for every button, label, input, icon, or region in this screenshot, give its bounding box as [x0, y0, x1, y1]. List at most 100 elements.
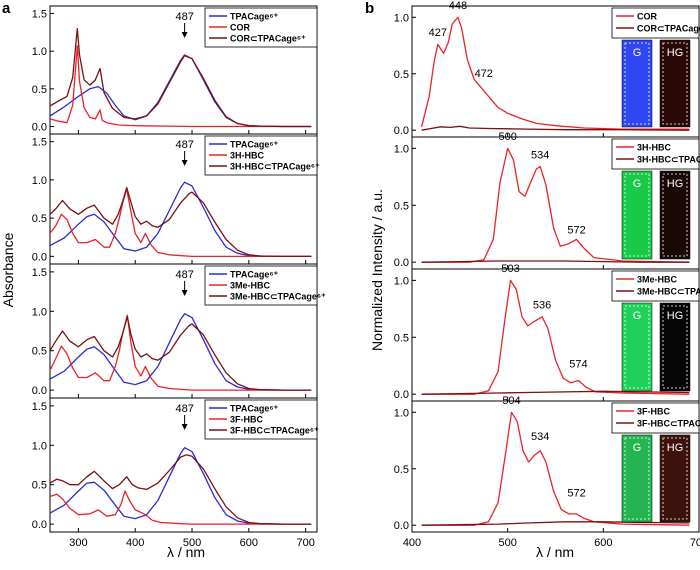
- y-tick-label: 1.0: [394, 407, 409, 419]
- legend-label: 3Me-HBC: [230, 281, 271, 291]
- legend-label: TPACage⁶⁺: [230, 270, 278, 280]
- peak-label: 534: [531, 149, 549, 161]
- legend-label: COR: [637, 12, 658, 22]
- peak-arrow-head: [181, 160, 188, 166]
- y-tick-label: 0.5: [394, 464, 409, 476]
- legend-label: TPACage⁶⁺: [230, 404, 278, 414]
- x-tick-label: 700: [296, 537, 314, 549]
- peak-arrow-head: [181, 32, 188, 38]
- series-line-complex: [421, 260, 690, 263]
- series-line-guest: [49, 490, 312, 525]
- vial-label: HG: [667, 178, 684, 190]
- panel-a-letter: a: [2, 0, 11, 17]
- x-tick-label: 600: [240, 537, 258, 549]
- panel-b3: 0.0 0.5 1.0 503 536 574 3Me-HBC 3Me-HBC⊂TPACage…: [394, 263, 700, 402]
- y-tick-label: 1.0: [32, 306, 47, 318]
- series-line-guest: [49, 188, 312, 258]
- vial-label: G: [633, 442, 642, 454]
- x-tick-label: 500: [498, 537, 516, 549]
- panel-b4: 0.0 0.5 1.0 400 500 600 700 504 534 572 3F-HBC 3F-H…: [394, 395, 700, 549]
- series-line-guest: [421, 411, 690, 526]
- peak-label: 448: [449, 0, 467, 12]
- series-line-complex: [421, 390, 690, 395]
- series-line-guest: [421, 279, 690, 395]
- vial-outline: [624, 437, 650, 520]
- y-tick-label: 1.0: [32, 46, 47, 58]
- peak-annotation-label: 487: [175, 269, 193, 281]
- plot-frame: [411, 400, 700, 533]
- vial-label: HG: [667, 310, 684, 322]
- panel-a2: 0.0 0.5 1.0 1.5 487 TPACage⁶⁺3H-HBC3H-HBC⊂TPA…: [32, 133, 320, 265]
- vial-label: G: [633, 47, 642, 59]
- series-line-guest: [49, 314, 312, 391]
- y-tick-label: 1.0: [394, 275, 409, 287]
- y-tick-label: 0.5: [394, 332, 409, 344]
- y-tick-label: 1.5: [32, 267, 47, 279]
- vial-label: HG: [667, 47, 684, 59]
- legend-box: [611, 138, 700, 170]
- y-tick-label: 1.0: [32, 440, 47, 452]
- panel-b1: 0.0 0.5 1.0 427 448 472 COR COR⊂TPACage⁶⁺ G HG Nor…: [369, 0, 700, 560]
- legend-label: 3H-HBC: [230, 151, 265, 161]
- legend-label: TPACage⁶⁺: [230, 140, 278, 150]
- vial-photo: [621, 170, 653, 260]
- x-axis-title: λ / nm: [167, 544, 205, 560]
- y-tick-label: 0.5: [32, 84, 47, 96]
- peak-arrow-head: [181, 424, 188, 430]
- vial-label: HG: [667, 442, 684, 454]
- y-tick-label: 0.5: [32, 213, 47, 225]
- series-line-complex: [49, 27, 312, 128]
- vial-outline: [662, 173, 688, 257]
- panel-b-letter: b: [365, 0, 374, 17]
- legend-label: COR⊂TPACage⁶⁺: [637, 24, 700, 34]
- x-tick-label: 600: [594, 537, 612, 549]
- y-tick-label: 1.0: [394, 12, 409, 24]
- peak-arrow-head: [181, 290, 188, 296]
- vial-photo: [659, 39, 691, 128]
- peak-annotation-label: 487: [175, 139, 193, 151]
- vial-outline: [624, 173, 650, 257]
- y-tick-label: 1.5: [32, 137, 47, 149]
- y-tick-label: 1.0: [32, 175, 47, 187]
- y-tick-label: 1.0: [394, 143, 409, 155]
- panel-a1: 0.00.51.01.5 487 TPACage⁶⁺CORCOR⊂TPACage⁶⁺…: [0, 5, 318, 560]
- y-tick-label: 0.0: [394, 520, 409, 532]
- series-line-cage: [49, 313, 312, 391]
- vial-photo: [621, 434, 653, 523]
- vial-outline: [624, 42, 650, 125]
- plot-frame: [49, 397, 318, 533]
- legend-box: [611, 7, 700, 39]
- y-tick-label: 0.5: [394, 200, 409, 212]
- y-tick-label: 1.5: [32, 401, 47, 413]
- x-tick-label: 700: [690, 537, 700, 549]
- y-tick-label: 0.5: [394, 69, 409, 81]
- legend-label: 3F-HBC: [230, 415, 263, 425]
- vial-outline: [662, 42, 688, 125]
- y-tick-label: 0.0: [32, 251, 47, 263]
- x-tick-label: 300: [69, 537, 87, 549]
- y-tick-label: 0.0: [394, 125, 409, 137]
- series-line-complex: [49, 454, 312, 525]
- vial-photo: [659, 170, 691, 260]
- legend-label: 3Me-HBC⊂TPACage⁶⁺: [637, 287, 700, 297]
- series-line-complex: [49, 186, 312, 258]
- vial-photo: [659, 302, 691, 392]
- legend-label: 3F-HBC: [637, 407, 670, 417]
- vial-outline: [624, 305, 650, 389]
- series-line-guest: [420, 16, 690, 130]
- series-line-complex: [49, 316, 312, 391]
- y-tick-label: 0.0: [32, 519, 47, 531]
- peak-label: 500: [498, 131, 516, 143]
- legend-label: 3H-HBC⊂TPACage⁶⁺: [230, 162, 320, 172]
- x-tick-label: 500: [183, 537, 201, 549]
- series-line-complex: [421, 521, 690, 526]
- series-line-complex: [421, 125, 690, 131]
- peak-label: 572: [567, 488, 585, 500]
- legend-box: [611, 270, 700, 302]
- peak-label: 504: [502, 395, 520, 407]
- vial-photo: [621, 39, 653, 128]
- legend-label: 3F-HBC⊂TPACage⁶⁺: [230, 426, 319, 436]
- y-tick-label: 1.5: [32, 9, 47, 21]
